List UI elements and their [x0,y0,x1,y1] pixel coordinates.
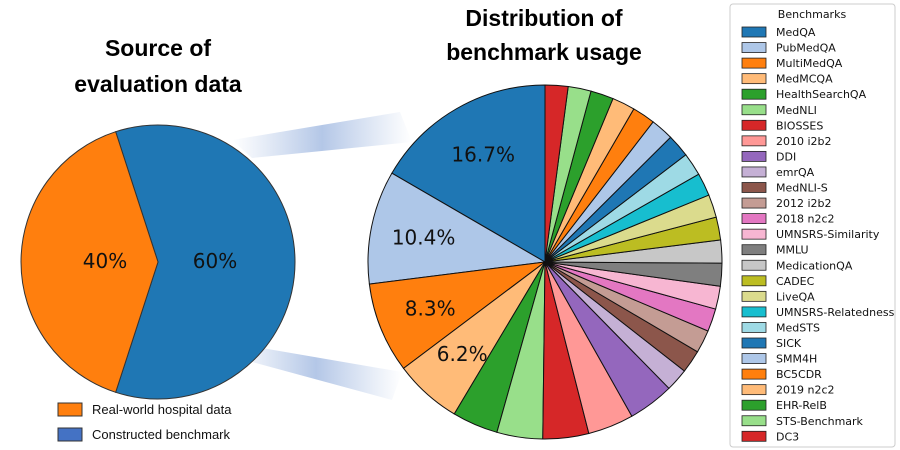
right-legend-label-18: UMNSRS-Relatedness [776,306,895,319]
right-legend-swatch-14 [741,244,767,256]
right-legend: Benchmarks MedQA PubMedQA MultiMedQA MedMCQ… [729,3,896,448]
right-legend-title: Benchmarks [778,8,847,21]
right-legend-swatch-15 [741,259,767,271]
right-legend-swatch-2 [741,57,767,69]
right-legend-swatch-9 [741,166,767,178]
right-legend-label-21: SMM4H [776,353,817,366]
right-legend-label-24: EHR-RelB [776,399,827,412]
connector-band-bottom [230,346,402,400]
right-pie-title-line2: benchmark usage [446,39,642,65]
right-legend-label-25: STS-Benchmark [776,415,864,428]
left-legend-swatch-0 [57,402,83,417]
right-legend-label-15: MedicationQA [776,259,853,272]
left-legend: Real-world hospital data Constructed ben… [57,402,232,442]
right-pie-slice-medqa [391,84,546,263]
right-legend-swatch-11 [741,197,767,209]
right-legend-swatch-13 [741,228,767,240]
left-pie: 60% 40% [20,124,296,400]
right-legend-swatch-19 [741,322,767,333]
right-legend-swatch-4 [741,88,767,100]
right-legend-label-12: 2018 n2c2 [776,213,835,226]
right-pie-slice-label-0: 16.7% [451,143,515,167]
right-legend-label-13: UMNSRS-Similarity [776,228,880,241]
right-legend-swatch-12 [741,213,767,225]
connector-band-top [232,112,412,158]
right-legend-swatch-20 [741,337,767,349]
right-legend-swatch-10 [741,182,767,193]
right-legend-swatch-7 [741,135,767,147]
right-legend-swatch-8 [741,150,767,162]
right-legend-label-2: MultiMedQA [776,57,843,70]
right-legend-label-3: MedMCQA [776,73,833,86]
right-pie-slice-dc3 [544,84,569,263]
right-legend-swatch-17 [741,290,767,302]
right-legend-swatch-3 [741,73,767,85]
right-pie-slice-label-1: 10.4% [392,225,456,249]
right-legend-label-14: MMLU [776,244,809,257]
right-legend-swatch-1 [741,42,767,53]
right-legend-label-4: HealthSearchQA [776,88,867,101]
right-legend-label-16: CADEC [776,275,815,288]
right-pie-slice-pubmedqa [367,172,547,285]
right-legend-label-26: DC3 [776,430,799,443]
right-legend-label-20: SICK [776,337,802,350]
right-legend-label-11: 2012 i2b2 [776,197,832,210]
right-legend-swatch-21 [741,353,767,364]
right-legend-label-17: LiveQA [776,290,815,303]
right-legend-swatch-16 [741,275,767,287]
right-legend-swatch-18 [741,306,767,318]
right-legend-label-8: DDI [776,150,796,163]
right-legend-label-22: BC5CDR [776,368,822,381]
left-pie-slice-constructed-benchmark [115,124,296,400]
left-legend-label-1: Constructed benchmark [92,427,231,442]
right-pie-slice-multimedqa [368,261,547,370]
right-legend-swatch-26 [741,430,767,442]
right-legend-swatch-25 [741,415,767,427]
right-pie-slice-label-2: 8.3% [405,297,456,321]
right-legend-swatch-24 [741,399,767,411]
right-legend-swatch-5 [741,104,767,116]
right-legend-label-5: MedNLI [776,104,817,117]
left-pie-slice-label-1: 40% [83,249,127,273]
right-legend-frame [729,3,896,448]
right-legend-items: MedQA PubMedQA MultiMedQA MedMCQA HealthSear… [741,26,895,443]
right-legend-label-19: MedSTS [776,321,820,334]
left-pie-slice-real-world-hospital-data [20,131,159,393]
right-pie-slice-label-3: 6.2% [437,342,488,366]
right-legend-label-1: PubMedQA [776,42,836,55]
left-pie-title-line2: evaluation data [74,71,242,97]
right-legend-label-0: MedQA [776,26,816,39]
right-legend-swatch-22 [741,368,767,380]
right-pie: 16.7% 10.4% 8.3% 6.2% [367,84,723,440]
left-pie-title-line1: Source of [105,35,211,61]
right-legend-label-9: emrQA [776,166,815,179]
right-legend-swatch-6 [741,119,767,131]
right-legend-swatch-0 [741,26,767,38]
right-legend-label-10: MedNLI-S [776,182,828,195]
right-pie-title-line1: Distribution of [465,5,622,31]
left-legend-label-0: Real-world hospital data [92,402,232,417]
right-legend-label-7: 2010 i2b2 [776,135,832,148]
left-pie-slice-label-0: 60% [193,249,237,273]
left-legend-swatch-1 [57,427,83,442]
right-legend-label-23: 2019 n2c2 [776,384,835,397]
right-legend-swatch-23 [741,384,767,396]
right-legend-label-6: BIOSSES [776,119,823,132]
